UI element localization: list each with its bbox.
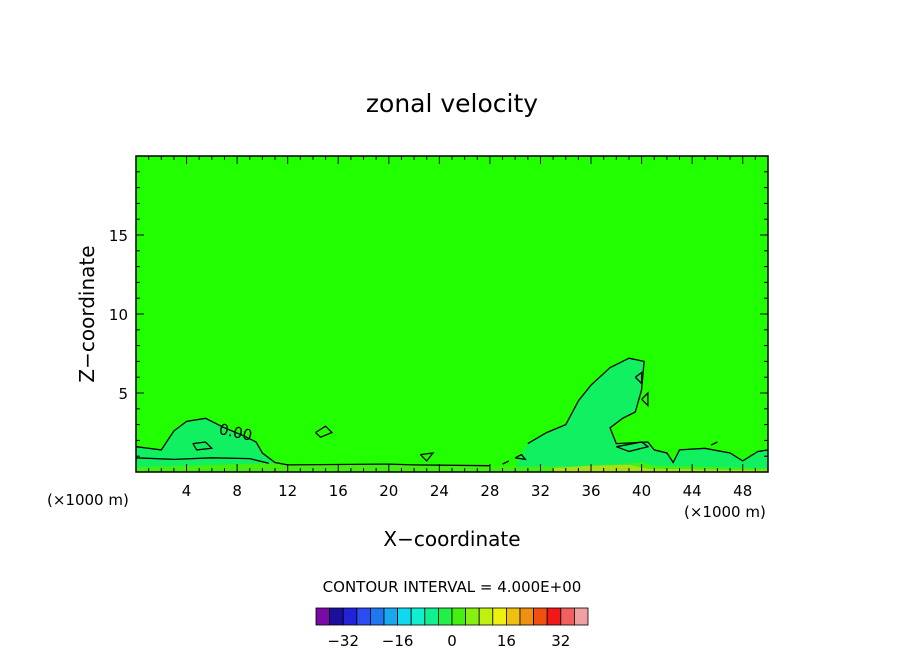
colorbar-swatch [451, 607, 467, 626]
colorbar-swatch [519, 607, 535, 626]
x-tick-label: 32 [531, 482, 550, 500]
colorbar-tick-label: −32 [327, 632, 359, 650]
x-axis-label: X−coordinate [383, 527, 520, 551]
colorbar-tick-label: 0 [447, 632, 457, 650]
x-tick-label: 4 [182, 482, 192, 500]
contour-interval-text: CONTOUR INTERVAL = 4.000E+00 [323, 578, 582, 596]
contour-line [419, 452, 435, 462]
field-layer: 0.00 [136, 357, 768, 472]
contour-line [527, 357, 768, 464]
colorbar-swatch [560, 607, 575, 626]
contour-line [514, 453, 527, 461]
colorbar-swatch [533, 607, 548, 626]
x-tick-label: 40 [632, 482, 651, 500]
contour-line [710, 441, 718, 446]
y-axis: 5 10 15 [109, 171, 768, 457]
x-tick-label: 44 [683, 482, 702, 500]
x-axis: 4 8 12 16 20 24 28 32 36 40 44 48 [148, 156, 756, 500]
colorbar-swatch [437, 607, 453, 626]
contour-line [315, 425, 334, 438]
colorbar-tick-label: −16 [382, 632, 414, 650]
y-tick-label: 5 [118, 385, 128, 403]
y-tick-label: 15 [109, 227, 128, 245]
colorbar-swatch [397, 607, 412, 626]
contour-line [502, 460, 510, 465]
colorbar-tick-label: 32 [551, 632, 570, 650]
x-tick-label: 12 [278, 482, 297, 500]
x-tick-label: 20 [379, 482, 398, 500]
contour-line [192, 441, 214, 451]
plot-area: 0.00 [135, 155, 769, 473]
colorbar-swatch [342, 607, 358, 626]
colorbar-swatch [492, 607, 507, 626]
colorbar-swatch [546, 607, 562, 626]
x-tick-label: 28 [480, 482, 499, 500]
colorbar-swatch [574, 607, 589, 626]
contour-line [616, 441, 650, 453]
contour-line [634, 371, 643, 386]
chart-title: zonal velocity [366, 89, 538, 118]
y-axis-label: Z−coordinate [75, 245, 99, 382]
x-tick-label: 48 [733, 482, 752, 500]
y-tick-label: 10 [109, 306, 128, 324]
x-unit-label-left: (×1000 m) [47, 491, 129, 509]
contour-line [136, 457, 269, 464]
colorbar-swatch [478, 607, 494, 626]
x-tick-label: 24 [430, 482, 449, 500]
x-unit-label-right: (×1000 m) [684, 503, 766, 521]
colorbar-swatch [369, 607, 385, 626]
colorbar-tick-label: 16 [497, 632, 516, 650]
region-surface-layer [553, 464, 768, 472]
colorbar-swatch [465, 607, 480, 626]
colorbar-swatch [424, 607, 439, 626]
colorbar-swatch [410, 607, 426, 626]
field-background [136, 156, 768, 472]
contour-line [641, 391, 649, 408]
x-tick-label: 8 [232, 482, 242, 500]
x-tick-label: 36 [581, 482, 600, 500]
colorbar-swatch [505, 607, 521, 626]
colorbar-swatch [356, 607, 371, 626]
x-tick-label: 16 [329, 482, 348, 500]
region-weak-positive-right [515, 358, 768, 472]
colorbar-swatch [329, 607, 344, 626]
contour-line [136, 417, 490, 467]
colorbar-swatch [383, 607, 399, 626]
colorbar-swatch [315, 607, 331, 626]
colorbar: −32 −16 0 16 32 [315, 607, 589, 650]
